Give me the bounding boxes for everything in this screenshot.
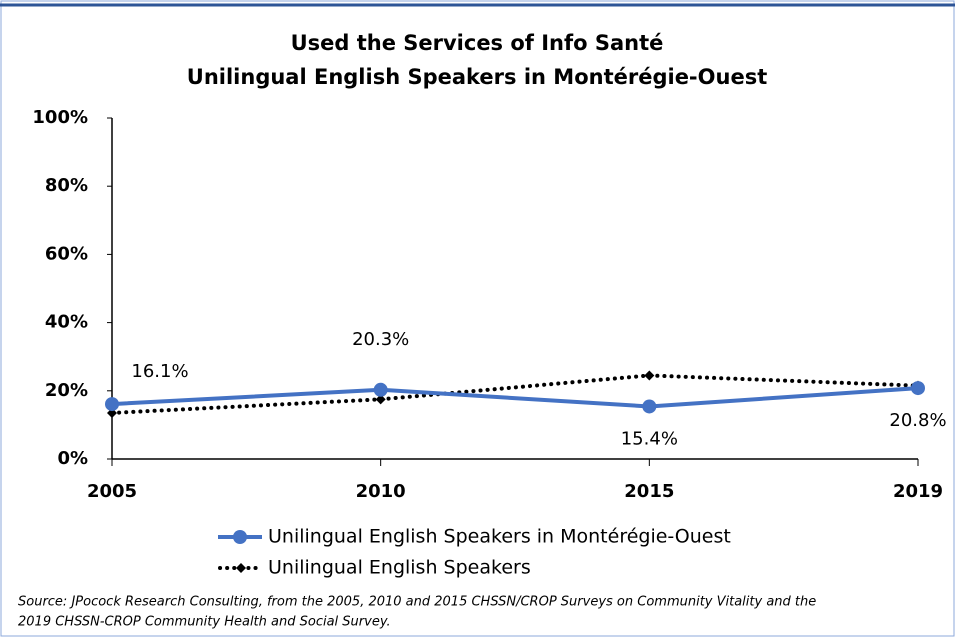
y-tick-label: 0%	[57, 448, 88, 469]
x-tick-label: 2005	[87, 481, 137, 502]
y-tick-label: 60%	[45, 243, 88, 264]
point	[373, 382, 388, 397]
y-tick-label: 80%	[45, 175, 88, 196]
point	[375, 394, 386, 405]
data-label: 15.4%	[621, 428, 678, 449]
y-tick-label: 40%	[45, 312, 88, 333]
x-tick-label: 2010	[356, 481, 406, 502]
y-tick-label: 20%	[45, 380, 88, 401]
legend-label: Unilingual English Speakers	[268, 557, 531, 579]
legend-swatch	[233, 530, 247, 544]
source-note: 2019 CHSSN-CROP Community Health and Soc…	[18, 615, 391, 630]
series-line	[110, 373, 920, 415]
point	[105, 397, 119, 412]
x-tick-label: 2019	[893, 481, 943, 502]
point	[642, 399, 657, 414]
chart-title: Used the Services of Info Santé	[291, 31, 664, 55]
point	[644, 370, 655, 381]
data-label: 20.8%	[889, 410, 946, 431]
x-tick-label: 2015	[624, 481, 674, 502]
legend-label: Unilingual English Speakers in Montérégi…	[268, 526, 731, 548]
source-note: Source: JPocock Research Consulting, fro…	[18, 595, 816, 610]
point	[911, 381, 925, 396]
legend-swatch	[236, 563, 246, 573]
data-label: 20.3%	[352, 329, 409, 350]
data-label: 16.1%	[131, 361, 188, 382]
y-tick-label: 100%	[32, 107, 88, 128]
series-line	[111, 386, 919, 409]
chart-subtitle: Unilingual English Speakers in Montérégi…	[187, 65, 767, 89]
